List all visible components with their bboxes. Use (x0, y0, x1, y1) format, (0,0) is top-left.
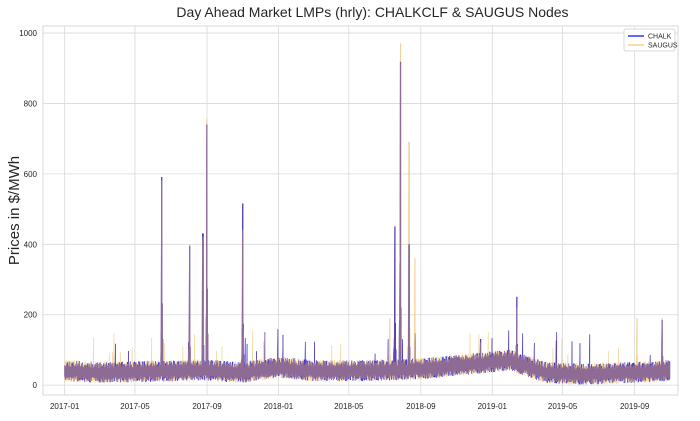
chart-title: Day Ahead Market LMPs (hrly): CHALKCLF &… (176, 4, 568, 20)
x-tick-label: 2019-09 (620, 402, 650, 411)
x-tick-label: 2018-05 (334, 402, 364, 411)
series-group (64, 43, 671, 385)
x-tick-label: 2017-01 (50, 402, 80, 411)
y-axis-label: Prices in $/MWh (6, 156, 23, 265)
plot-area (42, 25, 679, 396)
x-tick-label: 2017-05 (120, 402, 150, 411)
y-tick-label: 200 (24, 311, 38, 320)
y-tick-label: 1000 (19, 29, 37, 38)
y-tick-label: 800 (24, 99, 38, 108)
legend-label: CHALK (648, 34, 672, 41)
x-tick-label: 2017-09 (192, 402, 222, 411)
y-tick-label: 400 (24, 240, 38, 249)
x-tick-label: 2019-01 (478, 402, 508, 411)
y-tick-label: 600 (24, 170, 38, 179)
x-tick-label: 2018-01 (264, 402, 294, 411)
legend-label: SAUGUS (648, 43, 678, 50)
x-tick-label: 2019-05 (548, 402, 578, 411)
series-overlap (64, 61, 671, 384)
y-tick-label: 0 (33, 381, 38, 390)
x-tick-label: 2018-09 (406, 402, 436, 411)
